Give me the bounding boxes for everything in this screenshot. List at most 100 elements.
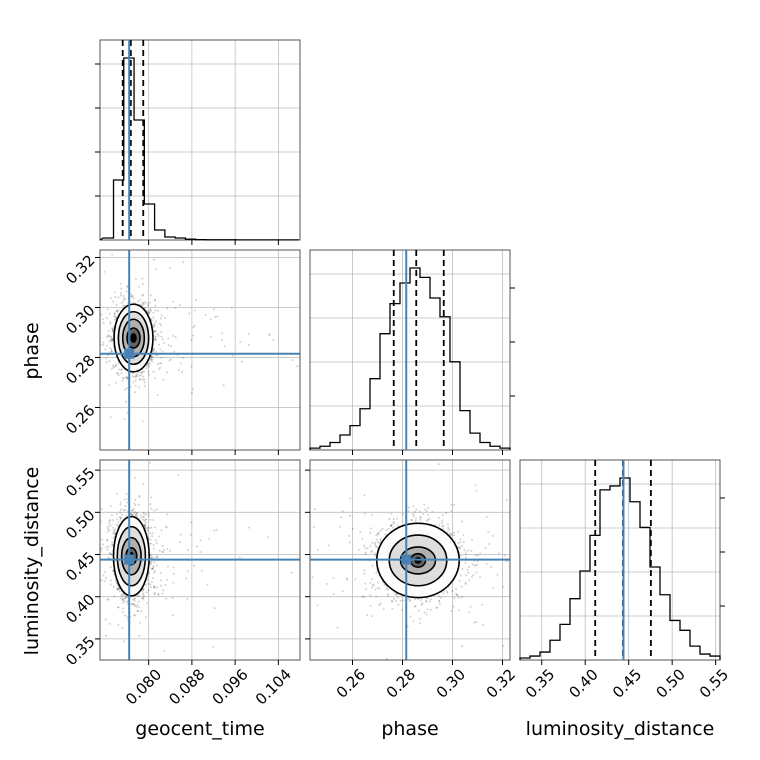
sample-point [104, 348, 107, 351]
sample-point [385, 587, 388, 590]
sample-point [157, 592, 160, 595]
sample-point [473, 564, 476, 567]
sample-point [107, 329, 110, 332]
sample-point [364, 588, 367, 591]
sample-point [164, 584, 167, 587]
sample-point [464, 582, 467, 585]
sample-point [108, 522, 111, 525]
sample-point [111, 544, 114, 547]
sample-point [126, 411, 129, 414]
sample-point [152, 316, 155, 319]
sample-point [113, 529, 116, 532]
sample-point [361, 595, 364, 598]
sample-point [103, 270, 106, 273]
sample-point [141, 590, 144, 593]
sample-point [550, 531, 552, 533]
sample-point [496, 573, 499, 576]
sample-point [169, 358, 172, 361]
y-tick-label: 0.26 [62, 401, 98, 437]
x-tick-label: 0.080 [122, 665, 165, 708]
histogram-step [99, 57, 300, 241]
sample-point [102, 574, 105, 577]
sample-point [153, 299, 156, 302]
sample-point [424, 508, 427, 511]
sample-point [141, 304, 144, 307]
sample-point [614, 562, 616, 564]
sample-point [492, 586, 495, 589]
sample-point [109, 339, 112, 342]
sample-point [124, 505, 127, 508]
sample-point [82, 349, 84, 351]
sample-point [159, 317, 162, 320]
sample-point [410, 518, 413, 521]
sample-point [133, 376, 136, 379]
sample-point [461, 645, 464, 648]
sample-point [161, 338, 164, 341]
sample-point [380, 529, 383, 532]
sample-point [137, 609, 140, 612]
scatter-layer [310, 460, 616, 660]
sample-point [456, 594, 459, 597]
sample-point [107, 527, 110, 530]
sample-point [143, 512, 146, 515]
sample-point [395, 594, 398, 597]
sample-point [111, 339, 114, 342]
x-tick-label: 0.28 [383, 665, 419, 701]
sample-point [434, 523, 437, 526]
sample-point [132, 508, 135, 511]
sample-point [370, 615, 373, 618]
sample-point [196, 545, 199, 548]
sample-point [213, 529, 216, 532]
sample-point [166, 307, 169, 310]
sample-point [115, 309, 118, 312]
sample-point [108, 622, 111, 625]
sample-point [142, 592, 145, 595]
sample-point [441, 519, 444, 522]
sample-point [177, 474, 180, 477]
sample-point [134, 384, 137, 387]
sample-point [106, 525, 109, 528]
sample-point [414, 517, 417, 520]
sample-point [163, 650, 166, 653]
sample-point [126, 616, 129, 619]
sample-point [340, 516, 343, 519]
sample-point [122, 599, 125, 602]
sample-point [132, 297, 135, 300]
sample-point [179, 362, 182, 365]
sample-point [409, 598, 412, 601]
sample-point [134, 513, 137, 516]
sample-point [142, 588, 145, 591]
sample-point [66, 315, 68, 317]
sample-point [437, 463, 440, 466]
sample-point [442, 592, 445, 595]
sample-point [102, 341, 105, 344]
sample-point [375, 546, 378, 549]
sample-point [156, 556, 159, 559]
sample-point [388, 518, 391, 521]
sample-point [113, 318, 116, 321]
sample-point [152, 324, 155, 327]
sample-point [574, 553, 576, 555]
sample-point [135, 375, 138, 378]
sample-point [117, 374, 120, 377]
sample-point [162, 378, 165, 381]
sample-point [133, 598, 136, 601]
sample-point [149, 585, 152, 588]
sample-point [143, 520, 146, 523]
sample-point [102, 344, 105, 347]
sample-point [172, 334, 175, 337]
sample-point [146, 579, 149, 582]
sample-point [120, 287, 123, 290]
sample-point [415, 508, 418, 511]
sample-point [160, 356, 163, 359]
sample-point [45, 338, 47, 340]
sample-point [459, 554, 462, 557]
sample-point [471, 538, 474, 541]
sample-point [429, 598, 432, 601]
sample-point [112, 526, 115, 529]
sample-point [156, 333, 159, 336]
sample-point [97, 565, 99, 567]
sample-point [194, 309, 197, 312]
sample-point [113, 312, 116, 315]
sample-point [487, 530, 490, 533]
